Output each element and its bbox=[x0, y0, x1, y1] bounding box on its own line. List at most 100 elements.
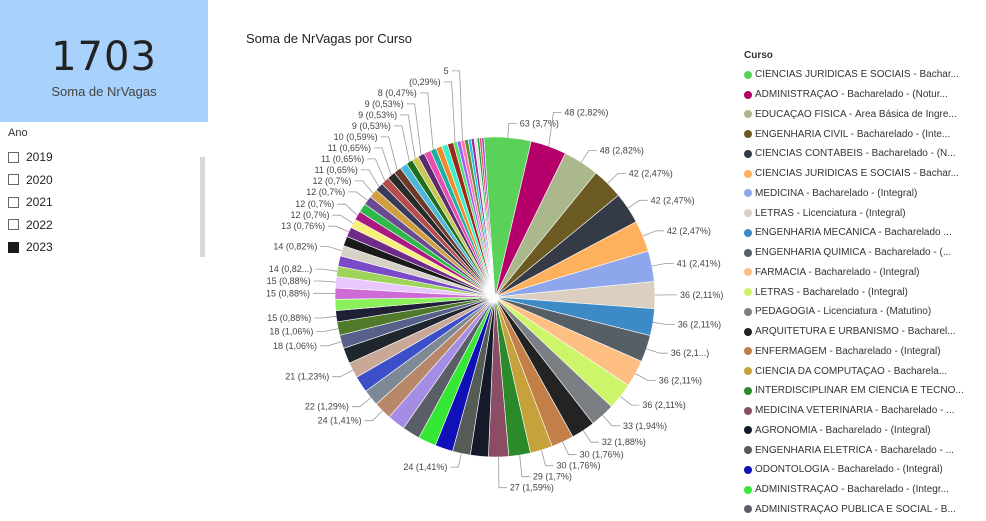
legend-marker bbox=[744, 386, 752, 395]
legend-item[interactable]: LETRAS - Bacharelado - (Integral) bbox=[744, 282, 984, 302]
legend-item[interactable]: ENGENHARIA QUÍMICA - Bacharelado - (... bbox=[744, 243, 984, 263]
legend-item[interactable]: CIÊNCIAS JURÍDICAS E SOCIAIS - Bachar... bbox=[744, 65, 984, 85]
legend-marker bbox=[744, 228, 752, 237]
legend-marker bbox=[744, 426, 752, 435]
data-label: 10 (0,59%) bbox=[334, 132, 378, 142]
leader-line bbox=[602, 415, 620, 427]
leader-line bbox=[364, 410, 383, 422]
legend-item[interactable]: MEDICINA - Bacharelado - (Integral) bbox=[744, 184, 984, 204]
leader-line bbox=[635, 373, 656, 381]
legend-item[interactable]: ARQUITETURA E URBANISMO - Bacharel... bbox=[744, 322, 984, 342]
leader-line bbox=[607, 173, 626, 184]
legend-marker bbox=[744, 268, 752, 277]
data-label: 48 (2,82%) bbox=[600, 146, 644, 156]
leader-line bbox=[328, 225, 349, 233]
legend-label: LETRAS - Bacharelado - (Integral) bbox=[755, 286, 908, 298]
leader-line bbox=[519, 455, 530, 478]
data-label: 11 (0,65%) bbox=[328, 143, 371, 153]
slicer-item-2021[interactable]: 2021 bbox=[8, 192, 53, 212]
data-label: 9 (0,53%) bbox=[352, 121, 391, 131]
legend-marker bbox=[744, 347, 752, 356]
legend-label: ADMINISTRAÇÃO PÚBLICA E SOCIAL - B... bbox=[755, 503, 956, 515]
leader-line bbox=[332, 214, 354, 224]
data-label: 18 (1,06%) bbox=[273, 341, 317, 351]
legend-item[interactable]: ODONTOLOGIA - Bacharelado - (Integral) bbox=[744, 460, 984, 480]
legend-item[interactable]: CIÊNCIAS JURÍDICAS E SOCIAIS - Bachar... bbox=[744, 164, 984, 184]
slicer-item-2022[interactable]: 2022 bbox=[8, 215, 53, 235]
legend-marker bbox=[744, 209, 752, 218]
legend-item[interactable]: INTERDISCIPLINAR EM CIÊNCIA E TECNO... bbox=[744, 381, 984, 401]
data-label: 14 (0,82%) bbox=[273, 242, 317, 252]
legend-item[interactable]: ENGENHARIA ELÉTRICA - Bacharelado - ... bbox=[744, 440, 984, 460]
leader-line bbox=[360, 169, 380, 188]
data-label: 5 bbox=[444, 66, 449, 76]
slicer-item-2023[interactable]: 2023 bbox=[8, 237, 53, 257]
legend-marker bbox=[744, 307, 752, 316]
legend-marker bbox=[744, 367, 752, 376]
legend-label: ENGENHARIA ELÉTRICA - Bacharelado - ... bbox=[755, 444, 954, 456]
legend-item[interactable]: MEDICINA VETERINÁRIA - Bacharelado - ... bbox=[744, 401, 984, 421]
leader-line bbox=[351, 397, 372, 408]
legend-item[interactable]: CIÊNCIAS CONTÁBEIS - Bacharelado - (N... bbox=[744, 144, 984, 164]
leader-line bbox=[314, 315, 337, 319]
legend-item[interactable]: PEDAGOGIA - Licenciatura - (Matutino) bbox=[744, 302, 984, 322]
legend-label: CIÊNCIAS JURÍDICAS E SOCIAIS - Bachar... bbox=[755, 69, 959, 81]
data-label: 22 (1,29%) bbox=[305, 402, 349, 412]
slicer-item-2019[interactable]: 2019 bbox=[8, 147, 53, 167]
legend-item[interactable]: ENGENHARIA MECÂNICA - Bacharelado ... bbox=[744, 223, 984, 243]
leader-line bbox=[320, 341, 342, 347]
leader-line bbox=[354, 180, 374, 194]
checkbox[interactable] bbox=[8, 219, 19, 230]
pie-slice[interactable] bbox=[481, 137, 496, 298]
legend-marker bbox=[744, 149, 752, 158]
data-label: 36 (2,11%) bbox=[659, 375, 702, 385]
kpi-label: Soma de NrVagas bbox=[51, 84, 157, 99]
leader-line bbox=[315, 268, 338, 272]
legend-item[interactable]: ADMINISTRAÇÃO - Bacharelado - (Integr... bbox=[744, 480, 984, 500]
leader-line bbox=[498, 456, 507, 489]
data-label: 9 (0,53%) bbox=[358, 110, 397, 120]
leader-line bbox=[548, 112, 562, 147]
data-label: 15 (0,88%) bbox=[266, 288, 310, 298]
legend-item[interactable]: LETRAS - Licenciatura - (Integral) bbox=[744, 203, 984, 223]
data-label: 13 (0,76%) bbox=[281, 221, 325, 231]
checkbox[interactable] bbox=[8, 151, 19, 163]
checkbox-checked[interactable] bbox=[8, 241, 19, 253]
legend-label: ADMINISTRAÇÃO - Bacharelado - (Notur... bbox=[755, 89, 948, 101]
legend-marker bbox=[744, 248, 752, 257]
legend-item[interactable]: CIÊNCIA DA COMPUTAÇÃO - Bacharela... bbox=[744, 361, 984, 381]
data-label: 12 (0,7%) bbox=[306, 187, 345, 197]
leader-line bbox=[406, 103, 422, 156]
leader-line bbox=[313, 280, 336, 283]
data-label: 12 (0,7%) bbox=[312, 176, 351, 186]
legend-label: FARMÁCIA - Bacharelado - (Integral) bbox=[755, 266, 920, 278]
checkbox[interactable] bbox=[8, 196, 19, 208]
legend-label: LETRAS - Licenciatura - (Integral) bbox=[755, 207, 906, 219]
slicer-item-2020[interactable]: 2020 bbox=[8, 170, 53, 190]
data-label: 36 (2,1...) bbox=[671, 348, 710, 358]
leader-line bbox=[652, 321, 675, 325]
checkbox[interactable] bbox=[8, 174, 19, 185]
data-label: 14 (0,82...) bbox=[269, 264, 313, 274]
legend-label: ARQUITETURA E URBANISMO - Bacharel... bbox=[755, 326, 956, 338]
slicer-scrollbar[interactable] bbox=[200, 157, 205, 257]
legend-item[interactable]: AGRONOMIA - Bacharelado - (Integral) bbox=[744, 421, 984, 441]
leader-line bbox=[582, 430, 599, 443]
legend-item[interactable]: ENGENHARIA CIVIL - Bacharelado - (Inte..… bbox=[744, 124, 984, 144]
leader-line bbox=[627, 199, 648, 209]
data-label: 42 (2,47%) bbox=[629, 169, 673, 179]
leader-line bbox=[562, 441, 577, 456]
leader-line bbox=[620, 396, 640, 406]
leader-line bbox=[332, 369, 353, 378]
legend-marker bbox=[744, 70, 752, 79]
legend-list: CIÊNCIAS JURÍDICAS E SOCIAIS - Bachar...… bbox=[744, 65, 984, 519]
legend-item[interactable]: ENFERMAGEM - Bacharelado - (Integral) bbox=[744, 342, 984, 362]
legend-item[interactable]: ADMINISTRAÇÃO - Bacharelado - (Notur... bbox=[744, 85, 984, 105]
legend-marker bbox=[744, 406, 752, 415]
data-label: 18 (1,06%) bbox=[269, 326, 313, 336]
legend-label: ADMINISTRAÇÃO - Bacharelado - (Integr... bbox=[755, 484, 949, 496]
legend-item[interactable]: EDUCAÇÃO FÍSICA - Área Básica de Ingre..… bbox=[744, 105, 984, 125]
leader-line bbox=[450, 453, 462, 468]
legend-item[interactable]: FARMÁCIA - Bacharelado - (Integral) bbox=[744, 263, 984, 283]
legend-item[interactable]: ADMINISTRAÇÃO PÚBLICA E SOCIAL - B... bbox=[744, 500, 984, 520]
